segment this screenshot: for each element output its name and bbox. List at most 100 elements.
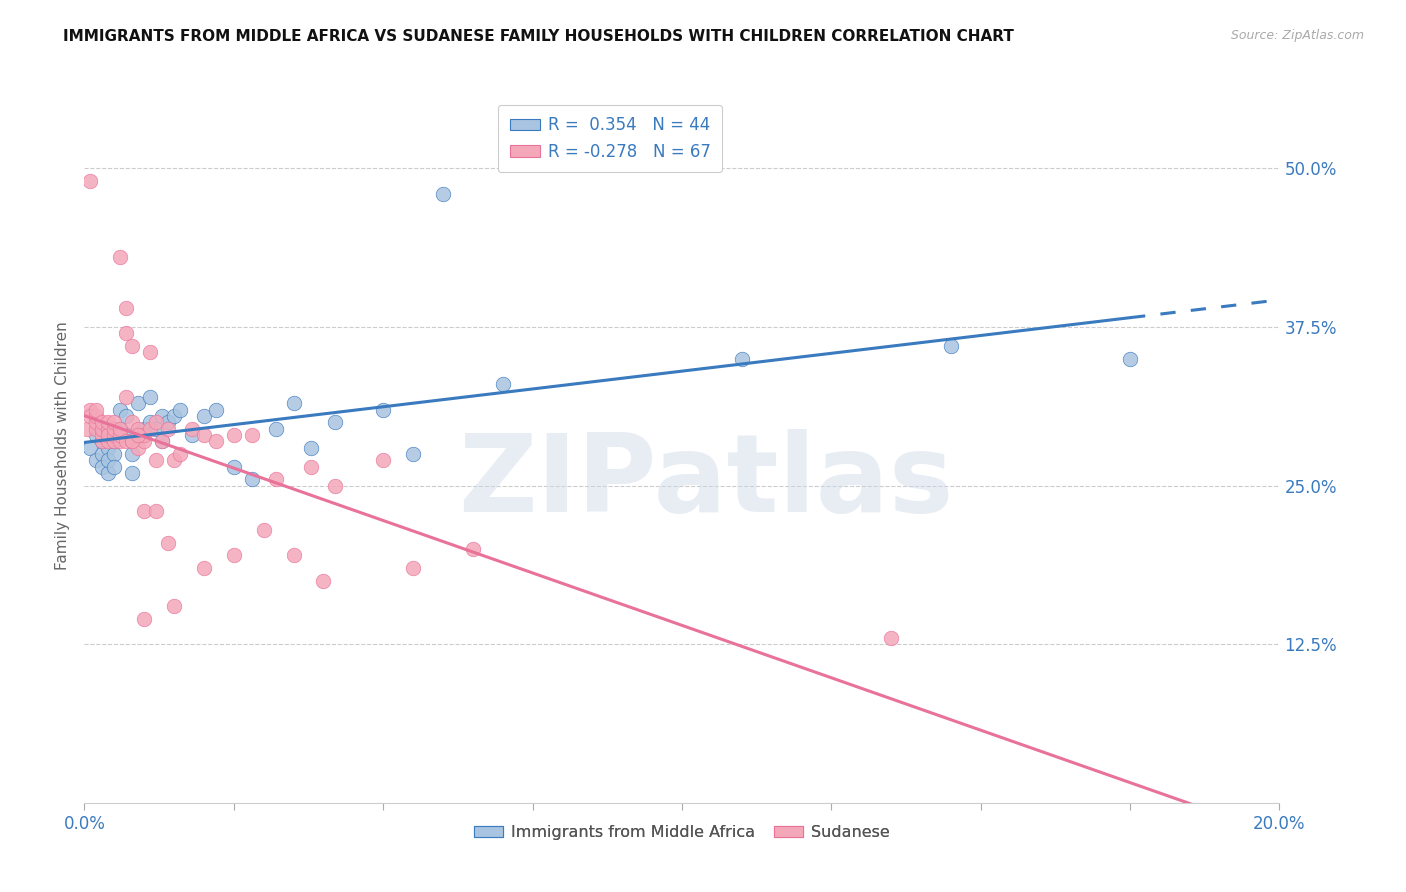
Point: [97, 453, 120, 467]
Point: [132, 428, 156, 442]
Legend: Immigrants from Middle Africa, Sudanese: Immigrants from Middle Africa, Sudanese: [468, 819, 896, 847]
Point: [115, 390, 138, 404]
Point: [880, 631, 903, 645]
Point: [163, 599, 186, 614]
Point: [253, 523, 276, 537]
Point: [432, 186, 454, 201]
Point: [121, 415, 143, 429]
Point: [110, 250, 132, 264]
Point: [127, 421, 149, 435]
Point: [157, 421, 180, 435]
Point: [97, 466, 120, 480]
Point: [157, 535, 180, 549]
Point: [91, 434, 114, 449]
Point: [264, 472, 287, 486]
Point: [127, 441, 149, 455]
Text: ZIPatlas: ZIPatlas: [458, 429, 953, 534]
Point: [205, 434, 228, 449]
Text: Source: ZipAtlas.com: Source: ZipAtlas.com: [1230, 29, 1364, 42]
Point: [139, 415, 162, 429]
Point: [193, 561, 215, 575]
Point: [731, 351, 754, 366]
Point: [222, 549, 245, 563]
Point: [110, 421, 132, 435]
Point: [103, 428, 125, 442]
Point: [139, 421, 162, 435]
Point: [91, 415, 114, 429]
Point: [373, 402, 395, 417]
Point: [110, 434, 132, 449]
Point: [115, 428, 138, 442]
Point: [145, 453, 167, 467]
Point: [103, 459, 125, 474]
Point: [121, 434, 143, 449]
Point: [139, 390, 162, 404]
Point: [181, 428, 204, 442]
Point: [145, 415, 167, 429]
Point: [86, 428, 108, 442]
Point: [1119, 351, 1142, 366]
Point: [132, 504, 156, 518]
Point: [301, 441, 323, 455]
Point: [86, 453, 108, 467]
Point: [97, 421, 120, 435]
Point: [121, 434, 143, 449]
Point: [139, 345, 162, 359]
Point: [132, 421, 156, 435]
Point: [86, 415, 108, 429]
Point: [150, 434, 173, 449]
Point: [205, 402, 228, 417]
Point: [79, 174, 101, 188]
Point: [79, 402, 101, 417]
Point: [91, 428, 114, 442]
Point: [402, 561, 425, 575]
Point: [97, 415, 120, 429]
Point: [115, 326, 138, 341]
Point: [325, 415, 347, 429]
Point: [132, 434, 156, 449]
Point: [103, 434, 125, 449]
Y-axis label: Family Households with Children: Family Households with Children: [55, 322, 70, 570]
Point: [402, 447, 425, 461]
Point: [150, 434, 173, 449]
Point: [181, 421, 204, 435]
Point: [115, 409, 138, 423]
Point: [91, 434, 114, 449]
Point: [132, 612, 156, 626]
Point: [97, 441, 120, 455]
Point: [110, 402, 132, 417]
Point: [91, 447, 114, 461]
Point: [264, 421, 287, 435]
Point: [86, 421, 108, 435]
Point: [103, 421, 125, 435]
Point: [222, 459, 245, 474]
Point: [283, 549, 305, 563]
Point: [939, 339, 962, 353]
Point: [312, 574, 335, 588]
Point: [163, 453, 186, 467]
Point: [103, 415, 125, 429]
Point: [157, 415, 180, 429]
Point: [115, 301, 138, 315]
Point: [127, 396, 149, 410]
Point: [97, 434, 120, 449]
Point: [127, 428, 149, 442]
Text: IMMIGRANTS FROM MIDDLE AFRICA VS SUDANESE FAMILY HOUSEHOLDS WITH CHILDREN CORREL: IMMIGRANTS FROM MIDDLE AFRICA VS SUDANES…: [63, 29, 1014, 44]
Point: [193, 409, 215, 423]
Point: [91, 421, 114, 435]
Point: [115, 434, 138, 449]
Point: [240, 428, 263, 442]
Point: [145, 421, 167, 435]
Point: [97, 428, 120, 442]
Point: [222, 428, 245, 442]
Point: [461, 542, 484, 557]
Point: [103, 447, 125, 461]
Point: [91, 459, 114, 474]
Point: [110, 428, 132, 442]
Point: [301, 459, 323, 474]
Point: [325, 478, 347, 492]
Point: [86, 402, 108, 417]
Point: [79, 441, 101, 455]
Point: [121, 466, 143, 480]
Point: [86, 409, 108, 423]
